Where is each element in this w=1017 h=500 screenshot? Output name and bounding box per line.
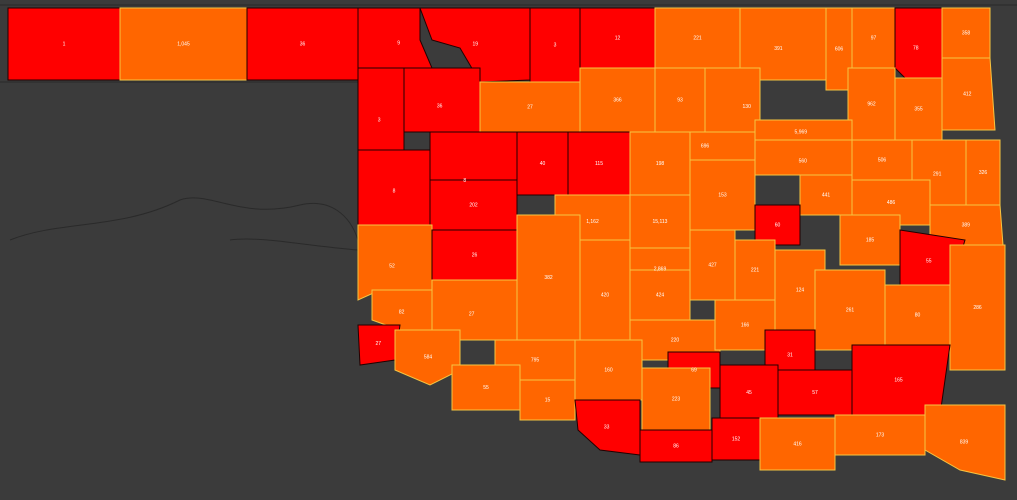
county-value-label: 3 (554, 42, 557, 48)
county-value-label: 198 (656, 161, 665, 167)
county-value-label: 80 (915, 312, 921, 318)
county-area (357, 67, 405, 159)
county-value-label: 153 (718, 192, 727, 198)
county-area (519, 379, 576, 421)
county-value-label: 36 (300, 41, 306, 47)
county-value-label: 839 (960, 439, 969, 445)
county-value-label: 9 (397, 41, 400, 47)
county-value-label: 355 (914, 106, 923, 112)
county-value-label: 391 (774, 46, 783, 52)
county-value-label: 424 (656, 292, 665, 298)
county-value-label: 45 (746, 390, 752, 396)
county-value-label: 1 (63, 41, 66, 47)
county-value-label: 5,969 (795, 129, 808, 135)
county-value-label: 326 (979, 170, 988, 176)
county-value-label: 795 (531, 357, 540, 363)
county-area (357, 224, 433, 301)
county-area (403, 67, 481, 133)
county-value-label: 160 (604, 367, 613, 373)
county-value-label: 3 (378, 118, 381, 124)
county-value-label: 26 (472, 252, 478, 258)
county-value-label: 78 (913, 45, 919, 51)
county-value-label: 366 (613, 97, 622, 103)
county-value-label: 27 (527, 104, 533, 110)
county-value-label: 57 (812, 390, 818, 396)
county-value-label: 55 (926, 259, 932, 265)
county-value-label: 420 (601, 292, 610, 298)
county-area (639, 429, 713, 463)
county-value-label: 185 (866, 237, 875, 243)
county-value-label: 15 (545, 397, 551, 403)
county-value-label: 1,162 (586, 219, 599, 225)
county-value-label: 202 (469, 202, 478, 208)
county-value-label: 166 (741, 322, 750, 328)
county-area (754, 204, 801, 246)
county-value-label: 93 (677, 97, 683, 103)
county-value-label: 427 (708, 262, 717, 268)
county-value-label: 173 (876, 432, 885, 438)
county-labels: 1 1,045 36 9 19 3 12 221 391 606 97 78 358 36 3 27 366 93… (63, 30, 988, 449)
county-value-label: 12 (615, 35, 621, 41)
county-area (394, 329, 461, 386)
county-value-label: 606 (835, 46, 844, 52)
county-value-label: 60 (775, 222, 781, 228)
county-area (949, 244, 1006, 371)
county-value-label: 560 (799, 158, 808, 164)
county-value-label: 124 (796, 287, 805, 293)
county-value-label: 31 (787, 352, 793, 358)
county-value-label: 36 (437, 104, 443, 110)
county-value-label: 52 (389, 263, 395, 269)
county-value-label: 441 (822, 192, 831, 198)
county-area (574, 399, 641, 456)
county-value-label: 382 (544, 275, 553, 281)
county-value-label: 152 (732, 436, 741, 442)
county-area (924, 404, 1006, 481)
county-value-label: 221 (693, 35, 702, 41)
counties (7, 7, 1006, 481)
county-value-label: 15,113 (653, 219, 668, 225)
county-value-label: 412 (963, 91, 972, 97)
county-value-label: 486 (887, 200, 896, 206)
county-value-label: 27 (469, 311, 475, 317)
county-value-label: 221 (751, 267, 760, 273)
county-area (739, 7, 827, 81)
county-area (431, 279, 518, 341)
county-area (834, 414, 926, 456)
neighbor-borders (0, 4, 1017, 251)
county-value-label: 8 (393, 189, 396, 195)
county-value-label: 55 (483, 385, 489, 391)
county-value-label: 8 (463, 178, 466, 184)
county-value-label: 584 (424, 354, 433, 360)
county-value-label: 286 (973, 305, 982, 311)
county-value-label: 358 (962, 30, 971, 36)
county-value-label: 416 (793, 441, 802, 447)
county-value-label: 2,869 (654, 266, 667, 272)
county-value-label: 223 (672, 396, 681, 402)
county-value-label: 291 (933, 171, 942, 177)
county-value-label: 389 (962, 222, 971, 228)
county-value-label: 1,045 (177, 41, 190, 47)
county-value-label: 962 (867, 101, 876, 107)
county-value-label: 33 (604, 424, 610, 430)
county-value-label: 82 (399, 309, 405, 315)
county-value-label: 19 (473, 42, 479, 48)
county-value-label: 696 (701, 143, 710, 149)
county-value-label: 69 (691, 367, 697, 373)
county-value-label: 130 (743, 104, 752, 110)
county-value-label: 97 (871, 35, 877, 41)
county-value-label: 506 (878, 157, 887, 163)
county-value-label: 165 (894, 377, 903, 383)
county-value-label: 86 (673, 443, 679, 449)
county-value-label: 40 (540, 161, 546, 167)
county-area (894, 7, 943, 79)
county-value-label: 115 (595, 161, 603, 167)
county-value-label: 261 (846, 307, 855, 313)
county-area (759, 417, 836, 471)
county-value-label: 220 (671, 337, 680, 343)
county-value-label: 27 (376, 341, 382, 347)
